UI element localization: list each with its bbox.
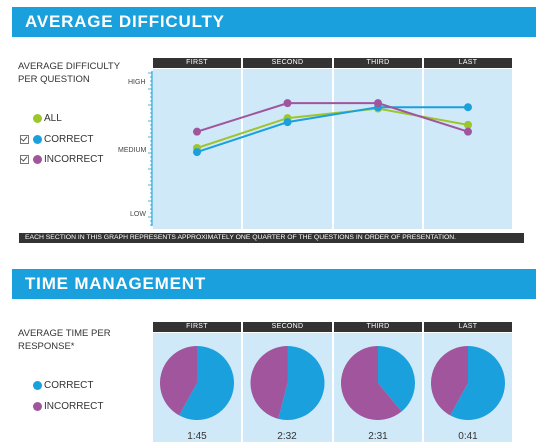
time-legend-item-incorrect: INCORRECT <box>20 400 103 414</box>
time-legend-dot-incorrect <box>33 401 42 411</box>
legend-item-all: ALL <box>20 112 62 126</box>
time-section-last: LAST <box>424 322 512 332</box>
pie-slice-incorrect-last[interactable] <box>431 346 468 416</box>
time-value-second: 2:32 <box>277 431 297 442</box>
series-line-correct <box>196 106 468 154</box>
legend-label-all: ALL <box>44 113 62 124</box>
pie-slice-incorrect-first[interactable] <box>160 346 197 416</box>
diff-section-first: FIRST <box>153 58 241 68</box>
time-value-third: 2:31 <box>368 431 388 442</box>
pie-slice-correct-first[interactable] <box>179 346 235 420</box>
data-point-correct-last[interactable] <box>464 103 472 112</box>
diff-section-second: SECOND <box>243 58 332 68</box>
pie-slice-incorrect-third[interactable] <box>341 346 402 420</box>
y-tick-medium: MEDIUM <box>118 147 147 154</box>
data-point-all-last[interactable] <box>464 120 472 129</box>
data-point-correct-second[interactable] <box>283 118 292 127</box>
time-section-third: THIRD <box>334 322 422 332</box>
data-point-incorrect-second[interactable] <box>283 99 292 108</box>
time-section-first: FIRST <box>153 322 241 332</box>
data-point-incorrect-first[interactable] <box>193 127 201 136</box>
y-tick-low: LOW <box>130 211 146 218</box>
time-legend-dot-correct <box>33 380 42 390</box>
time-legend-item-correct: CORRECT <box>20 379 93 393</box>
difficulty-footer-note: EACH SECTION IN THIS GRAPH REPRESENTS AP… <box>19 233 524 243</box>
time-legend-label-correct: CORRECT <box>44 380 94 391</box>
time-value-first: 1:45 <box>187 431 207 442</box>
difficulty-panel-3 <box>424 69 512 229</box>
legend-dot-incorrect <box>33 154 42 164</box>
time-banner: TIME MANAGEMENT <box>12 269 536 299</box>
pie-slice-correct-second[interactable] <box>278 346 325 421</box>
difficulty-panel-2 <box>334 69 422 229</box>
data-point-correct-first[interactable] <box>193 148 201 157</box>
difficulty-axis-label: AVERAGE DIFFICULTY PER QUESTION <box>18 61 120 85</box>
diff-section-third: THIRD <box>334 58 422 68</box>
y-tick-high: HIGH <box>128 79 146 86</box>
legend-label-correct: CORRECT <box>44 134 94 145</box>
series-line-incorrect <box>196 102 469 133</box>
checkbox-correct[interactable] <box>20 134 29 144</box>
checkbox-incorrect[interactable] <box>20 154 29 164</box>
time-value-last: 0:41 <box>458 431 478 442</box>
difficulty-panel-1 <box>243 69 332 229</box>
legend-dot-all <box>33 113 42 123</box>
time-axis-label: AVERAGE TIME PER RESPONSE* <box>18 328 111 352</box>
legend-item-incorrect[interactable]: INCORRECT <box>20 153 103 167</box>
pie-slice-correct-third[interactable] <box>378 346 416 412</box>
difficulty-banner: AVERAGE DIFFICULTY <box>12 7 536 37</box>
time-legend-label-incorrect: INCORRECT <box>44 401 104 412</box>
time-section-second: SECOND <box>243 322 332 332</box>
legend-dot-correct <box>33 134 42 144</box>
data-point-incorrect-last[interactable] <box>464 127 472 136</box>
diff-section-last: LAST <box>424 58 512 68</box>
pie-slice-correct-last[interactable] <box>450 345 505 420</box>
pie-slice-incorrect-second[interactable] <box>250 346 288 419</box>
data-point-incorrect-third[interactable] <box>374 99 382 108</box>
legend-label-incorrect: INCORRECT <box>44 154 104 165</box>
legend-item-correct[interactable]: CORRECT <box>20 133 93 147</box>
